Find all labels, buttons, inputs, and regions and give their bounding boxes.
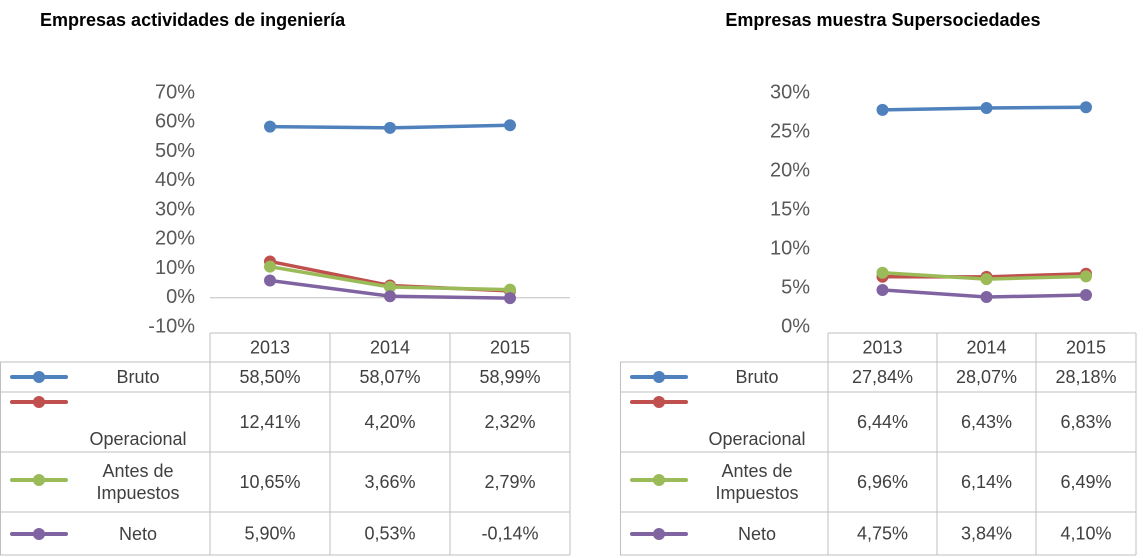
data-point xyxy=(1080,101,1092,114)
legend-text: Bruto xyxy=(735,367,779,387)
chart-title: Empresas actividades de ingeniería xyxy=(40,10,346,30)
legend-label: Operacional xyxy=(708,429,806,449)
value-label: 28,18% xyxy=(1055,367,1116,387)
legend-text: Bruto xyxy=(116,367,160,387)
x-tick-label: 2015 xyxy=(1066,337,1106,357)
data-point xyxy=(876,266,889,279)
data-point xyxy=(384,121,396,134)
data-point xyxy=(980,273,993,286)
x-tick-label: 2013 xyxy=(250,337,290,357)
legend-text: Antes de Impuestos xyxy=(96,461,180,503)
legend-marker xyxy=(33,528,45,540)
legend-text: Operacional xyxy=(708,429,806,449)
y-tick-label: 70% xyxy=(155,81,195,103)
value-label: 6,49% xyxy=(1060,472,1111,492)
legend-marker xyxy=(33,371,45,383)
legend-label: Antes de Impuestos xyxy=(96,461,180,503)
y-tick-label: 30% xyxy=(155,198,195,220)
value-label: -0,14% xyxy=(481,523,538,543)
data-point xyxy=(1080,289,1092,302)
value-label: 10,65% xyxy=(239,472,300,492)
value-label: 6,43% xyxy=(961,412,1012,432)
legend-marker xyxy=(33,396,45,408)
y-tick-label: 10% xyxy=(155,257,195,279)
legend-label: Neto xyxy=(118,523,158,544)
legend-label: Bruto xyxy=(116,367,160,387)
legend-marker xyxy=(653,396,665,408)
legend-text: Operacional xyxy=(89,429,187,449)
data-point xyxy=(384,281,396,294)
data-point xyxy=(876,103,889,116)
value-label: 6,44% xyxy=(857,412,908,432)
data-point xyxy=(980,291,993,304)
x-tick-label: 2013 xyxy=(862,337,902,357)
y-tick-label: 25% xyxy=(770,120,810,142)
y-tick-label: -10% xyxy=(148,315,195,337)
y-tick-label: 40% xyxy=(155,169,195,191)
y-tick-label: 20% xyxy=(770,159,810,181)
y-tick-label: 20% xyxy=(155,228,195,250)
value-label: 58,99% xyxy=(479,367,540,387)
data-point xyxy=(1080,270,1092,283)
data-point xyxy=(504,119,516,132)
data-point xyxy=(264,120,276,133)
value-label: 5,90% xyxy=(244,523,295,543)
x-tick-label: 2015 xyxy=(490,337,530,357)
y-tick-label: 10% xyxy=(770,237,810,259)
data-point xyxy=(264,260,276,273)
legend-label: Bruto xyxy=(735,367,779,387)
value-label: 6,14% xyxy=(961,472,1012,492)
legend-label: Operacional xyxy=(89,429,187,449)
value-label: 4,20% xyxy=(364,412,415,432)
legend-marker xyxy=(653,528,665,540)
legend-label: Antes de Impuestos xyxy=(715,461,799,503)
data-point xyxy=(980,102,993,115)
legend-text: Neto xyxy=(118,523,158,544)
data-point xyxy=(504,283,516,296)
x-tick-label: 2014 xyxy=(370,337,410,357)
data-point xyxy=(384,290,396,303)
value-label: 2,79% xyxy=(484,472,535,492)
value-label: 58,50% xyxy=(239,367,300,387)
value-label: 58,07% xyxy=(359,367,420,387)
legend-text: Neto xyxy=(737,523,777,544)
data-point xyxy=(264,274,276,287)
y-tick-label: 0% xyxy=(781,315,810,337)
data-point xyxy=(876,283,889,296)
legend-marker xyxy=(33,474,45,486)
value-label: 28,07% xyxy=(956,367,1017,387)
value-label: 27,84% xyxy=(852,367,913,387)
y-tick-label: 0% xyxy=(166,286,195,308)
y-tick-label: 15% xyxy=(770,198,810,220)
value-label: 3,66% xyxy=(364,472,415,492)
value-label: 6,83% xyxy=(1060,412,1111,432)
value-label: 6,96% xyxy=(857,472,908,492)
y-tick-label: 30% xyxy=(770,81,810,103)
legend-marker xyxy=(653,371,665,383)
value-label: 2,32% xyxy=(484,412,535,432)
y-tick-label: 5% xyxy=(781,276,810,298)
legend-text: Antes de Impuestos xyxy=(715,461,799,503)
value-label: 4,10% xyxy=(1060,523,1111,543)
legend-marker xyxy=(653,474,665,486)
value-label: 0,53% xyxy=(364,523,415,543)
y-tick-label: 60% xyxy=(155,111,195,133)
legend-label: Neto xyxy=(737,523,777,544)
y-tick-label: 50% xyxy=(155,140,195,162)
chart-title: Empresas muestra Supersociedades xyxy=(725,10,1040,30)
value-label: 4,75% xyxy=(857,523,908,543)
value-label: 12,41% xyxy=(239,412,300,432)
x-tick-label: 2014 xyxy=(966,337,1006,357)
value-label: 3,84% xyxy=(961,523,1012,543)
data-point xyxy=(504,292,516,305)
